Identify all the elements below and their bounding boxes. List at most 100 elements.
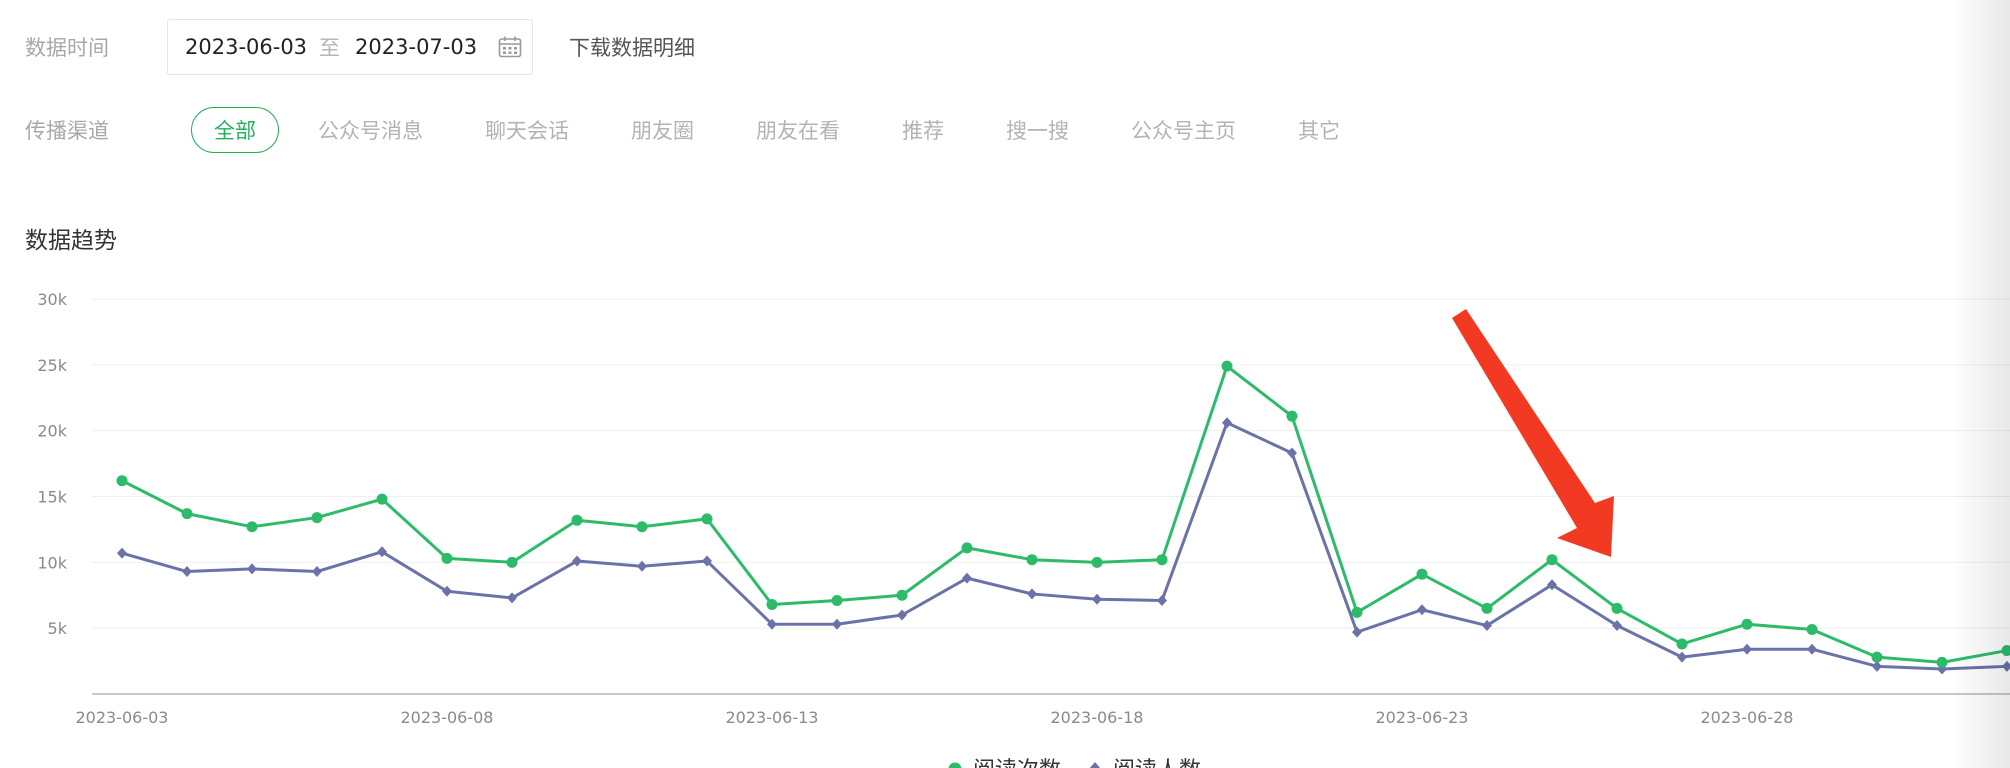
data-point-readers xyxy=(1612,620,1622,632)
data-point-reads xyxy=(441,552,453,564)
legend-marker-readers xyxy=(1089,762,1101,768)
x-tick-label: 2023-06-08 xyxy=(401,708,494,727)
data-point-readers xyxy=(1677,651,1687,663)
data-point-reads xyxy=(571,514,583,526)
data-point-reads xyxy=(2001,645,2010,657)
date-end-value[interactable]: 2023-07-03 xyxy=(355,35,478,59)
annotation-arrow xyxy=(1452,309,1614,557)
x-tick-label: 2023-06-13 xyxy=(726,708,819,727)
x-tick-label: 2023-06-28 xyxy=(1701,708,1794,727)
data-point-readers xyxy=(897,609,907,621)
data-point-readers xyxy=(182,566,192,578)
data-point-reads xyxy=(1936,656,1948,668)
data-point-readers xyxy=(1872,660,1882,672)
data-point-reads xyxy=(1611,602,1623,614)
data-point-readers xyxy=(1482,620,1492,632)
data-point-readers xyxy=(572,555,582,567)
tab-friends-watching[interactable]: 朋友在看 xyxy=(756,119,840,143)
data-point-readers xyxy=(377,546,387,558)
channel-tabs: 全部 公众号消息 聊天会话 朋友圈 朋友在看 推荐 搜一搜 公众号主页 其它 xyxy=(167,107,1340,153)
x-tick-label: 2023-06-18 xyxy=(1051,708,1144,727)
data-point-readers xyxy=(1027,588,1037,600)
channel-label: 传播渠道 xyxy=(25,119,109,143)
date-separator: 至 xyxy=(319,36,341,60)
section-title: 数据趋势 xyxy=(25,228,117,254)
legend-marker-reads xyxy=(948,762,962,768)
data-point-readers xyxy=(312,566,322,578)
data-point-readers xyxy=(117,547,127,559)
data-point-readers xyxy=(962,572,972,584)
y-tick-label: 5k xyxy=(48,619,68,638)
data-point-readers xyxy=(1742,643,1752,655)
data-point-readers xyxy=(1222,417,1232,429)
data-point-reads xyxy=(1676,638,1688,650)
data-point-reads xyxy=(1871,651,1883,663)
data-point-readers xyxy=(247,563,257,575)
data-point-reads xyxy=(1091,556,1103,568)
data-point-readers xyxy=(832,618,842,630)
data-point-reads xyxy=(636,521,648,533)
y-tick-label: 25k xyxy=(37,356,67,375)
data-point-reads xyxy=(1286,410,1298,422)
data-point-reads xyxy=(376,493,388,505)
data-point-reads xyxy=(1741,618,1753,630)
y-tick-label: 20k xyxy=(37,422,67,441)
data-point-reads xyxy=(181,508,193,520)
date-label: 数据时间 xyxy=(25,36,109,60)
data-point-reads xyxy=(246,521,258,533)
y-tick-label: 15k xyxy=(37,488,67,507)
series-line-readers xyxy=(121,421,2010,671)
data-point-reads xyxy=(1221,360,1233,372)
data-point-readers xyxy=(507,592,517,604)
data-point-readers xyxy=(2002,660,2010,672)
data-point-readers xyxy=(702,555,712,567)
y-tick-label: 10k xyxy=(37,553,67,572)
data-point-readers xyxy=(1807,643,1817,655)
series-line-reads xyxy=(121,364,2010,664)
tab-search[interactable]: 搜一搜 xyxy=(1006,119,1069,143)
data-point-reads xyxy=(506,556,518,568)
data-point-readers xyxy=(637,560,647,572)
data-point-reads xyxy=(766,598,778,610)
data-point-reads xyxy=(311,512,323,524)
channel-filter-row: 传播渠道 全部 公众号消息 聊天会话 朋友圈 朋友在看 推荐 搜一搜 公众号主页… xyxy=(25,105,1340,155)
date-start-value[interactable]: 2023-06-03 xyxy=(185,35,308,59)
tab-official-messages[interactable]: 公众号消息 xyxy=(318,119,423,143)
tab-chat-sessions[interactable]: 聊天会话 xyxy=(485,119,569,143)
data-point-readers xyxy=(1352,626,1362,638)
data-point-reads xyxy=(1481,602,1493,614)
calendar-icon[interactable] xyxy=(498,36,522,58)
data-point-readers xyxy=(1092,593,1102,605)
tab-recommend[interactable]: 推荐 xyxy=(902,119,944,143)
data-point-reads xyxy=(961,542,973,554)
data-point-reads xyxy=(1156,554,1168,566)
data-point-reads xyxy=(896,589,908,601)
tab-all[interactable]: 全部 xyxy=(191,107,279,153)
data-point-readers xyxy=(1157,595,1167,607)
data-point-reads xyxy=(116,475,128,487)
data-point-reads xyxy=(1416,568,1428,580)
download-details-link[interactable]: 下载数据明细 xyxy=(569,36,695,60)
data-point-reads xyxy=(1546,554,1558,566)
tab-official-homepage[interactable]: 公众号主页 xyxy=(1131,119,1236,143)
data-point-readers xyxy=(1547,579,1557,591)
legend-label-reads: 阅读次数 xyxy=(973,758,1061,768)
date-filter-row: 数据时间 2023-06-03 至 2023-07-03 下载数据明细 xyxy=(25,18,695,76)
data-point-readers xyxy=(442,585,452,597)
data-point-reads xyxy=(701,513,713,525)
data-point-reads xyxy=(1026,554,1038,566)
data-point-reads xyxy=(1806,623,1818,635)
x-tick-label: 2023-06-03 xyxy=(76,708,169,727)
tab-moments[interactable]: 朋友圈 xyxy=(631,119,694,143)
y-tick-label: 30k xyxy=(37,290,67,309)
tab-other[interactable]: 其它 xyxy=(1298,119,1340,143)
data-point-readers xyxy=(1417,604,1427,616)
data-point-reads xyxy=(831,595,843,607)
legend-label-readers: 阅读人数 xyxy=(1113,758,1201,768)
date-range-picker[interactable]: 2023-06-03 至 2023-07-03 xyxy=(167,19,533,75)
data-point-readers xyxy=(767,618,777,630)
data-point-reads xyxy=(1351,606,1363,618)
x-tick-label: 2023-06-23 xyxy=(1376,708,1469,727)
data-point-readers xyxy=(1287,447,1297,459)
